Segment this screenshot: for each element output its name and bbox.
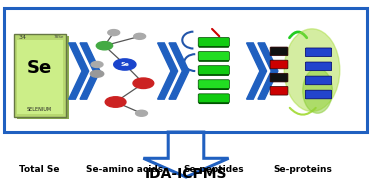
Circle shape [136,110,147,116]
FancyBboxPatch shape [198,94,230,103]
FancyBboxPatch shape [199,85,229,90]
FancyBboxPatch shape [17,36,68,119]
Circle shape [105,97,126,107]
Text: Se-peptides: Se-peptides [183,165,244,174]
Text: Se-amino acids: Se-amino acids [86,165,163,174]
FancyBboxPatch shape [199,71,229,76]
Text: Se-proteins: Se-proteins [273,165,332,174]
Polygon shape [247,43,267,99]
FancyBboxPatch shape [270,60,288,69]
Circle shape [90,70,104,77]
FancyBboxPatch shape [14,34,65,117]
FancyBboxPatch shape [199,57,229,62]
FancyBboxPatch shape [199,43,229,48]
Circle shape [96,42,113,50]
Text: Total Se: Total Se [19,165,60,174]
Circle shape [91,61,103,67]
Circle shape [133,78,154,88]
Text: 34: 34 [18,35,26,40]
FancyBboxPatch shape [198,38,230,46]
Polygon shape [158,43,177,99]
FancyBboxPatch shape [198,66,230,75]
FancyBboxPatch shape [4,8,367,132]
FancyBboxPatch shape [305,90,332,99]
FancyBboxPatch shape [270,73,288,82]
FancyBboxPatch shape [305,62,332,71]
Text: IDA-ICPMS: IDA-ICPMS [145,167,227,181]
FancyBboxPatch shape [198,52,230,60]
Circle shape [114,59,136,70]
Text: Se: Se [27,59,52,77]
Ellipse shape [303,68,333,113]
Text: 78Se: 78Se [53,35,64,39]
FancyBboxPatch shape [198,80,230,89]
FancyBboxPatch shape [17,40,62,114]
Text: SELENIUM: SELENIUM [27,107,52,112]
Polygon shape [258,43,278,99]
Polygon shape [169,43,189,99]
Polygon shape [69,43,89,99]
FancyBboxPatch shape [270,86,288,95]
Polygon shape [80,43,100,99]
FancyBboxPatch shape [305,76,332,85]
Ellipse shape [284,29,340,111]
FancyBboxPatch shape [305,48,332,57]
FancyBboxPatch shape [270,47,288,56]
FancyBboxPatch shape [199,100,229,104]
Circle shape [108,30,120,36]
Circle shape [134,33,145,39]
Text: Se: Se [121,62,129,67]
